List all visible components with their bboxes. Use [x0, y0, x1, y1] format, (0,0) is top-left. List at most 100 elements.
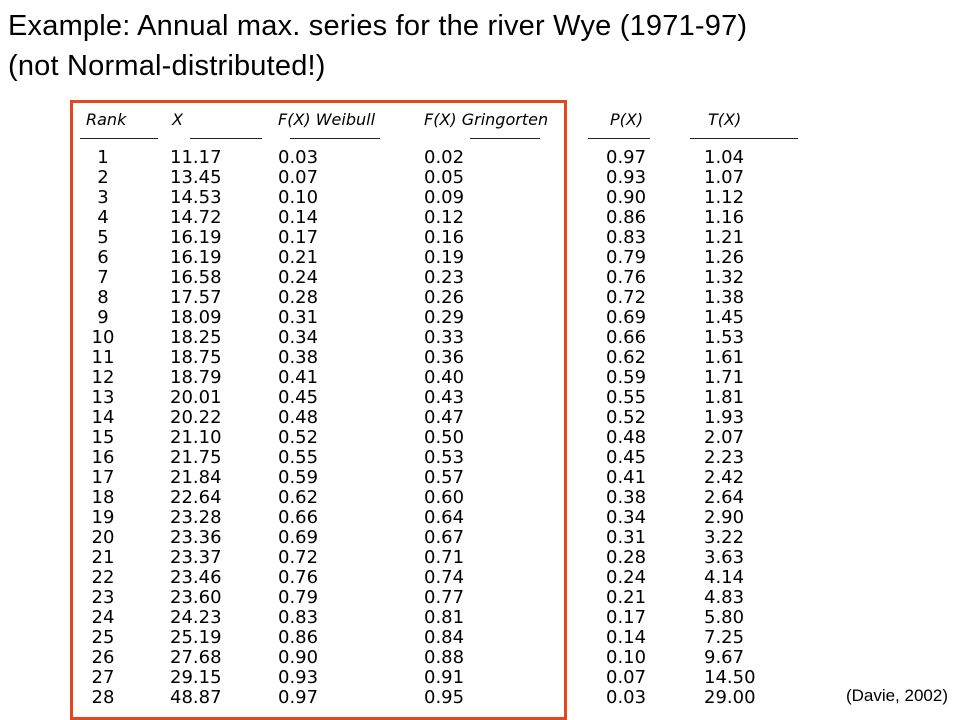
- table-cell-gringorten: 0.67: [424, 527, 465, 548]
- table-cell-p: 0.83: [606, 227, 647, 248]
- table-cell-gringorten: 0.12: [424, 207, 465, 228]
- table-cell-x: 22.64: [170, 487, 222, 508]
- table-cell-p: 0.24: [606, 567, 647, 588]
- table-cell-t: 1.93: [704, 407, 745, 428]
- table-cell-x: 13.45: [170, 167, 222, 188]
- header-p: P(X): [610, 110, 644, 129]
- table-cell-t: 5.80: [704, 607, 745, 628]
- table-cell-weibull: 0.52: [278, 427, 319, 448]
- table-cell-x: 21.10: [170, 427, 222, 448]
- table-cell-gringorten: 0.88: [424, 647, 465, 668]
- table-cell-p: 0.07: [606, 667, 647, 688]
- table-cell-p: 0.62: [606, 347, 647, 368]
- table-cell-gringorten: 0.16: [424, 227, 465, 248]
- header-rule: [588, 138, 650, 139]
- table-cell-x: 16.19: [170, 227, 222, 248]
- table-cell-t: 1.81: [704, 387, 745, 408]
- header-rank: Rank: [86, 110, 127, 129]
- source-credit: (Davie, 2002): [845, 686, 948, 705]
- table-cell-weibull: 0.48: [278, 407, 319, 428]
- column-weibull: 0.03 0.07 0.10 0.14 0.17 0.21 0.24 0.28 0.31 0.34…: [278, 148, 318, 708]
- table-cell-rank: 11: [91, 347, 115, 368]
- table-cell-rank: 3: [97, 187, 109, 208]
- table-cell-rank: 23: [91, 587, 115, 608]
- table-cell-t: 1.07: [704, 167, 745, 188]
- table-cell-t: 1.61: [704, 347, 745, 368]
- table-cell-p: 0.72: [606, 287, 647, 308]
- table-cell-x: 24.23: [170, 607, 222, 628]
- table-cell-rank: 16: [91, 447, 115, 468]
- table-cell-x: 29.15: [170, 667, 222, 688]
- table-cell-rank: 14: [91, 407, 115, 428]
- table-cell-p: 0.66: [606, 327, 647, 348]
- column-p: 0.97 0.93 0.90 0.86 0.83 0.79 0.76 0.72 0.69 0.66…: [606, 148, 646, 708]
- table-cell-weibull: 0.10: [278, 187, 319, 208]
- table-cell-t: 1.04: [704, 147, 745, 168]
- table-cell-x: 48.87: [170, 687, 222, 708]
- table-cell-x: 18.09: [170, 307, 222, 328]
- table-cell-x: 23.46: [170, 567, 222, 588]
- table-cell-rank: 1: [97, 147, 109, 168]
- table-cell-weibull: 0.28: [278, 287, 319, 308]
- table-cell-weibull: 0.97: [278, 687, 319, 708]
- table-cell-rank: 18: [91, 487, 115, 508]
- table-cell-p: 0.34: [606, 507, 647, 528]
- header-t: T(X): [708, 110, 742, 129]
- table-cell-weibull: 0.55: [278, 447, 319, 468]
- table-cell-t: 4.83: [704, 587, 745, 608]
- table-cell-weibull: 0.03: [278, 147, 319, 168]
- table-cell-weibull: 0.41: [278, 367, 319, 388]
- table-cell-rank: 7: [97, 267, 109, 288]
- table-cell-t: 3.22: [704, 527, 745, 548]
- table-cell-rank: 26: [91, 647, 115, 668]
- table-cell-x: 18.25: [170, 327, 222, 348]
- table-cell-gringorten: 0.43: [424, 387, 465, 408]
- table-cell-gringorten: 0.95: [424, 687, 465, 708]
- table-cell-weibull: 0.07: [278, 167, 319, 188]
- table-cell-x: 20.22: [170, 407, 222, 428]
- table-cell-rank: 5: [97, 227, 109, 248]
- highlight-box: [70, 100, 567, 720]
- table-cell-p: 0.38: [606, 487, 647, 508]
- table-cell-weibull: 0.59: [278, 467, 319, 488]
- header-rule: [470, 138, 540, 139]
- table-cell-x: 16.58: [170, 267, 222, 288]
- table-cell-gringorten: 0.50: [424, 427, 465, 448]
- table-cell-rank: 9: [97, 307, 109, 328]
- table-cell-weibull: 0.21: [278, 247, 319, 268]
- table-cell-rank: 12: [91, 367, 115, 388]
- table-cell-rank: 13: [91, 387, 115, 408]
- table-cell-t: 2.07: [704, 427, 745, 448]
- table-cell-gringorten: 0.19: [424, 247, 465, 268]
- table-cell-gringorten: 0.02: [424, 147, 465, 168]
- table-cell-t: 1.26: [704, 247, 745, 268]
- table-cell-t: 1.16: [704, 207, 745, 228]
- table-cell-x: 18.79: [170, 367, 222, 388]
- table-cell-x: 21.75: [170, 447, 222, 468]
- table-cell-rank: 27: [91, 667, 115, 688]
- table-cell-gringorten: 0.74: [424, 567, 465, 588]
- table-cell-weibull: 0.62: [278, 487, 319, 508]
- table-cell-x: 27.68: [170, 647, 222, 668]
- table-cell-t: 2.64: [704, 487, 745, 508]
- table-cell-p: 0.41: [606, 467, 647, 488]
- table-cell-p: 0.10: [606, 647, 647, 668]
- table-cell-t: 3.63: [704, 547, 745, 568]
- table-cell-p: 0.31: [606, 527, 647, 548]
- table-cell-x: 17.57: [170, 287, 222, 308]
- table-cell-p: 0.93: [606, 167, 647, 188]
- table-cell-gringorten: 0.91: [424, 667, 465, 688]
- table-cell-p: 0.76: [606, 267, 647, 288]
- table-cell-t: 1.12: [704, 187, 745, 208]
- table-cell-rank: 17: [91, 467, 115, 488]
- header-rule: [690, 138, 798, 139]
- table-cell-weibull: 0.38: [278, 347, 319, 368]
- table-cell-p: 0.69: [606, 307, 647, 328]
- table-cell-x: 16.19: [170, 247, 222, 268]
- table-cell-weibull: 0.76: [278, 567, 319, 588]
- table-cell-x: 23.28: [170, 507, 222, 528]
- table-cell-weibull: 0.45: [278, 387, 319, 408]
- table-cell-x: 14.72: [170, 207, 222, 228]
- column-rank: 1 2 3 4 5 6 7 8 9 10 11 12 13 14 15 16 17 18 19 20 21 22 23 24 2…: [88, 148, 118, 708]
- table-cell-gringorten: 0.57: [424, 467, 465, 488]
